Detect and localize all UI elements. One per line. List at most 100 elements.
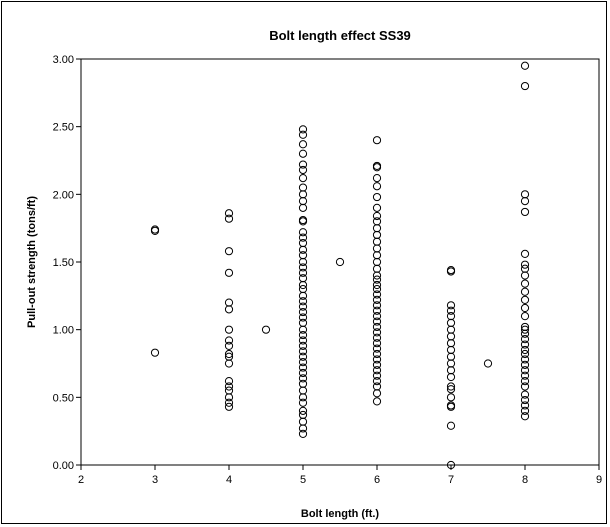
data-point [446,301,456,310]
data-point [298,257,308,267]
x-tick-label: 3 [152,474,158,486]
y-tick-label: 1.00 [53,325,74,337]
data-point [372,322,382,332]
data-point [298,291,308,300]
data-point [446,306,456,315]
data-point [298,251,308,260]
data-point [372,397,382,406]
data-point [298,352,308,361]
data-point [520,340,530,349]
x-tick-label: 6 [374,474,380,486]
data-point [372,217,382,226]
y-tick-label: 2.50 [53,122,74,134]
data-point [298,190,308,199]
data-point [298,417,308,426]
data-point [372,237,382,246]
data-point [372,301,382,310]
data-point [372,264,382,273]
data-point [298,358,308,367]
data-point [372,333,382,342]
data-point [298,233,308,242]
data-point [224,209,234,218]
data-point [520,335,530,344]
data-point [446,318,456,327]
data-point [298,263,308,272]
data-point [520,349,530,359]
x-tick-label: 7 [448,474,454,486]
data-point [372,161,382,171]
data-point [483,359,493,368]
data-point [298,165,308,175]
data-point [298,217,308,226]
data-point [298,280,308,290]
y-tick-label: 0.00 [53,460,74,472]
data-point [298,386,308,395]
data-point [520,412,530,421]
chart-title: Bolt length effect SS39 [269,28,411,43]
data-point [520,376,530,386]
data-point [520,329,530,338]
data-point [372,360,382,369]
data-point [298,341,308,351]
data-point [372,344,382,353]
data-point [224,325,234,334]
data-point [298,398,308,407]
data-point [372,211,382,221]
data-point [224,268,234,277]
data-point [298,368,308,378]
plot-area: 0.00 0.50 1.00 1.50 2.00 2.50 3.00 2 3 4 5 6 7 8 9 [53,54,602,486]
data-point [372,376,382,386]
data-point [446,372,456,382]
data-point [224,336,234,345]
data-point [224,305,234,314]
data-point [372,389,382,398]
y-tick-label: 3.00 [53,54,74,66]
x-tick-label: 5 [300,474,306,486]
x-tick-label: 9 [596,474,602,486]
data-point [520,197,530,206]
data-point [298,160,308,169]
data-point [520,360,530,369]
data-point [520,401,530,410]
data-point [520,345,530,355]
data-point [298,379,308,388]
data-point [298,307,308,317]
data-point [298,203,308,212]
data-point [224,349,234,359]
data-point [372,295,382,304]
data-point [446,421,456,430]
data-point [446,266,456,275]
data-point [298,325,308,334]
data-point [446,393,456,402]
data-point [298,274,308,283]
data-point [372,366,382,375]
data-point [520,279,530,288]
data-point [520,382,530,391]
data-point [298,140,308,149]
data-point [298,393,308,402]
y-tick-label: 1.50 [53,257,74,269]
data-point [298,336,308,345]
data-point [224,393,234,402]
data-point [298,183,308,192]
data-point [520,355,530,364]
data-point [298,330,308,340]
data-point [520,366,530,375]
data-point [298,228,308,237]
data-point [298,318,308,327]
data-point [224,382,234,391]
data-point [372,271,382,280]
x-tick-label: 8 [522,474,528,486]
data-point [446,359,456,368]
data-point [520,271,530,280]
data-point [520,406,530,415]
data-point [298,125,308,134]
data-point [446,325,456,334]
data-point [520,81,530,91]
data-point [520,371,530,380]
data-point [372,339,382,348]
data-point [520,303,530,313]
x-tick-label: 4 [226,474,232,486]
data-point [372,306,382,315]
